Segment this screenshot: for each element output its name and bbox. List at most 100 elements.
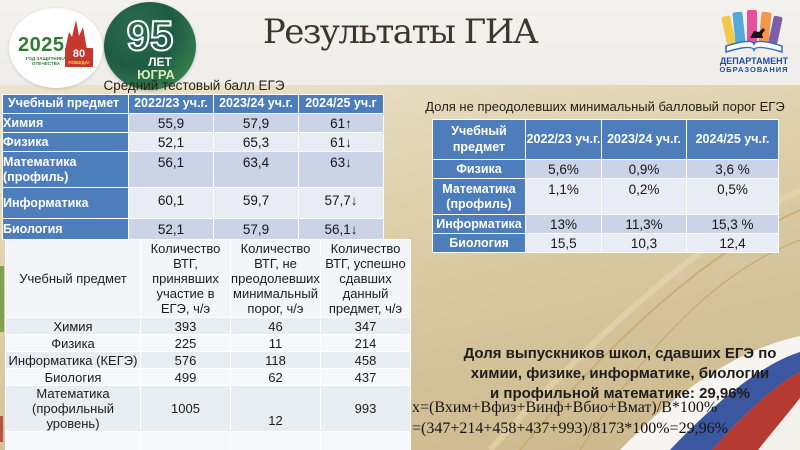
table-row: Информатика (КЕГЭ) 576 118 458 (5, 351, 411, 369)
table-header-row: Учебный предмет 2022/23 уч.г. 2023/24 уч… (432, 119, 779, 160)
table-header-row: Учебный предмет 2022/23 уч.г. 2023/24 уч… (2, 94, 384, 114)
subject-cell: Математика (профиль) (2, 151, 129, 188)
column-header: Количество ВТГ, не преодолевших минималь… (230, 239, 321, 318)
column-header: 2022/23 уч.г. (525, 119, 602, 160)
value-cell: 10,3 (601, 233, 687, 253)
subject-cell: Биология (5, 368, 141, 386)
summary-text: Доля выпускников школ, сдавших ЕГЭ по хи… (455, 344, 785, 404)
value-cell: 3,6 % (686, 159, 779, 179)
value-cell: 55,9 (128, 113, 214, 133)
formula: x=(Вхим+Вфиз+Винф+Вбио+Вмат)/В*100% =(34… (412, 397, 792, 439)
avg-score-table-title: Средний тестовый балл ЕГЭ (103, 78, 285, 93)
subject-cell: Математика (профиль) (432, 178, 526, 215)
subject-cell: Физика (2, 132, 129, 152)
value-cell: 5,6% (525, 159, 602, 179)
logo-yugra-95: 95 ЛЕТ ЮГРА (104, 2, 196, 90)
education-department-icon (721, 10, 783, 54)
subject-cell: Физика (432, 159, 526, 179)
victory-statue-icon (65, 20, 87, 50)
table-row-empty (5, 431, 411, 450)
value-cell: 118 (230, 351, 321, 369)
value-cell: 458 (320, 351, 411, 369)
value-cell: 12 (230, 385, 321, 432)
yugra-95-icon: 95 ЛЕТ ЮГРА (126, 11, 176, 82)
value-cell: 60,1 (128, 187, 214, 219)
value-cell: 56,1 (128, 151, 214, 188)
threshold-table-title: Доля не преодолевших минимальный балловы… (425, 99, 785, 114)
table-row: Химия 55,9 57,9 61↑ (2, 113, 384, 133)
value-cell: 57,9 (213, 113, 299, 133)
summary-value: 29,96% (699, 385, 750, 402)
value-cell: 1,1% (525, 178, 602, 215)
svg-text:ЮГРА: ЮГРА (137, 67, 175, 82)
logo-2025-defender-year: 2025 ГОД ЗАЩИТНИКА ОТЕЧЕСТВА 80 ПОБЕДА! (9, 8, 103, 88)
logo-2025-subtitle: ГОД ЗАЩИТНИКА ОТЕЧЕСТВА (25, 56, 67, 67)
column-header: Учебный предмет (5, 239, 141, 318)
logo-education-department: ДЕПАРТАМЕНТ ОБРАЗОВАНИЯ (714, 8, 794, 80)
column-header: 2024/25 уч.г (298, 94, 384, 114)
empty-cell (5, 431, 141, 450)
value-cell: 1005 (140, 385, 231, 432)
value-cell: 499 (140, 368, 231, 386)
table-row: Биология 52,1 57,9 56,1↓ (2, 218, 384, 240)
value-cell: 63,4 (213, 151, 299, 188)
summary-line: и профильной математике: 29,96% (490, 385, 750, 402)
value-cell: 437 (320, 368, 411, 386)
subject-cell: Информатика (КЕГЭ) (5, 351, 141, 369)
column-header: 2022/23 уч.г. (128, 94, 214, 114)
formula-line-1: x=(Вхим+Вфиз+Винф+Вбио+Вмат)/В*100% (412, 399, 718, 416)
table-row: Химия 393 46 347 (5, 317, 411, 335)
value-cell: 61↓ (298, 132, 384, 152)
empty-cell (140, 431, 231, 450)
avg-score-table: Учебный предмет 2022/23 уч.г. 2023/24 уч… (2, 94, 384, 240)
value-cell: 52,1 (128, 218, 214, 240)
column-header: Количество ВТГ, принявших участие в ЕГЭ,… (140, 239, 231, 318)
column-header: Учебный предмет (432, 119, 526, 160)
table-row: Биология 499 62 437 (5, 368, 411, 386)
value-cell: 59,7 (213, 187, 299, 219)
value-cell: 52,1 (128, 132, 214, 152)
subject-cell: Физика (5, 334, 141, 352)
threshold-table: Учебный предмет 2022/23 уч.г. 2023/24 уч… (432, 119, 779, 253)
value-cell: 62 (230, 368, 321, 386)
table-row: Математика (профильный уровень) 1005 12 … (5, 385, 411, 432)
table-row: Математика (профиль) 1,1% 0,2% 0,5% (432, 178, 779, 215)
participants-table: Учебный предмет Количество ВТГ, принявши… (5, 239, 411, 450)
value-cell: 0,9% (601, 159, 687, 179)
subject-cell: Химия (5, 317, 141, 335)
subject-cell: Математика (профильный уровень) (5, 385, 141, 432)
value-cell: 15,3 % (686, 214, 779, 234)
summary-line: химии, физике, информатике, биологии (470, 365, 770, 382)
empty-cell (230, 431, 321, 450)
column-header: 2024/25 уч.г. (686, 119, 779, 160)
table-row: Физика 5,6% 0,9% 3,6 % (432, 159, 779, 179)
column-header: Количество ВТГ, успешно сдавших данный п… (320, 239, 411, 318)
value-cell: 65,3 (213, 132, 299, 152)
value-cell: 11 (230, 334, 321, 352)
value-cell: 993 (320, 385, 411, 432)
formula-line-2: =(347+214+458+437+993)/8173*100%=29,96% (412, 420, 728, 437)
victory-80-badge: 80 ПОБЕДА! (65, 48, 93, 67)
table-row: Биология 15,5 10,3 12,4 (432, 233, 779, 253)
svg-text:ЛЕТ: ЛЕТ (148, 55, 172, 69)
education-department-label: ДЕПАРТАМЕНТ ОБРАЗОВАНИЯ (719, 56, 789, 74)
subject-cell: Биология (432, 233, 526, 253)
value-cell: 0,5% (686, 178, 779, 215)
value-cell: 57,9 (213, 218, 299, 240)
value-cell: 12,4 (686, 233, 779, 253)
value-cell: 0,2% (601, 178, 687, 215)
value-cell: 393 (140, 317, 231, 335)
value-cell: 61↑ (298, 113, 384, 133)
subject-cell: Биология (2, 218, 129, 240)
column-header: Учебный предмет (2, 94, 129, 114)
table-row: Информатика 60,1 59,7 57,7↓ (2, 187, 384, 219)
table-row: Физика 225 11 214 (5, 334, 411, 352)
column-header: 2023/24 уч.г. (213, 94, 299, 114)
empty-cell (320, 431, 411, 450)
value-cell: 15,5 (525, 233, 602, 253)
table-row: Физика 52,1 65,3 61↓ (2, 132, 384, 152)
value-cell: 57,7↓ (298, 187, 384, 219)
svg-text:95: 95 (127, 12, 174, 59)
value-cell: 225 (140, 334, 231, 352)
value-cell: 63↓ (298, 151, 384, 188)
